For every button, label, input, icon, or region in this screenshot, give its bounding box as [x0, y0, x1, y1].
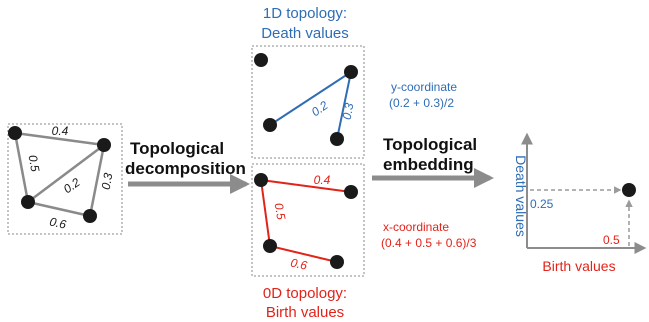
edge-label: 0.2 [309, 98, 331, 119]
topology-1d-frame [251, 45, 365, 159]
original-graph: 0.4 0.5 0.2 0.3 0.6 [7, 123, 123, 235]
decomposition-label-line2: decomposition [125, 159, 246, 178]
embedded-point [622, 183, 636, 197]
edge-right [88, 144, 106, 217]
edge-label: 0.5 [272, 202, 289, 221]
topology-0d-subtitle: Birth values [266, 304, 344, 321]
node [344, 185, 358, 199]
original-edges [13, 131, 106, 218]
edge-label: 0.5 [26, 154, 43, 173]
y-coordinate-label: y-coordinate [391, 80, 457, 94]
node [330, 132, 344, 146]
node [263, 118, 277, 132]
blue-edge [269, 71, 352, 126]
topology-1d: 1D topology: Death values 0.2 0.3 [251, 5, 365, 159]
edge-top [14, 131, 105, 147]
original-graph-frame [7, 123, 123, 235]
original-nodes [8, 126, 111, 223]
node [254, 53, 268, 67]
red-edge [260, 179, 271, 247]
edge-label: 0.3 [99, 172, 116, 191]
node [21, 195, 35, 209]
topology-0d-title: 0D topology: [263, 285, 347, 302]
topology-0d-frame [251, 163, 365, 277]
node [8, 126, 22, 140]
x-axis-label: Birth values [542, 258, 615, 274]
decomposition-arrow: Topological decomposition [125, 139, 250, 194]
node [263, 239, 277, 253]
edge-bottom [27, 200, 91, 218]
edge-label: 0.2 [61, 175, 83, 196]
node [254, 173, 268, 187]
topology-1d-title: 1D topology: [263, 5, 347, 22]
topology-1d-subtitle: Death values [261, 25, 349, 42]
y-axis-label: Death values [513, 155, 529, 237]
embedding-label-line1: Topological [383, 135, 477, 154]
edge-label: 0.4 [314, 173, 331, 187]
node [330, 255, 344, 269]
edge-left [13, 132, 30, 203]
red-edge [269, 245, 338, 263]
edge-label: 0.3 [340, 102, 357, 121]
y-value-label: 0.25 [530, 197, 554, 211]
y-coordinate-expression: (0.2 + 0.3)/2 [389, 96, 454, 110]
edge-label: 0.6 [48, 215, 68, 232]
edge-diagonal [27, 144, 105, 203]
x-coordinate-label: x-coordinate [383, 220, 449, 234]
edge-label: 0.6 [289, 256, 309, 273]
x-coordinate-formula: x-coordinate (0.4 + 0.5 + 0.6)/3 [381, 220, 477, 250]
embedding-label-line2: embedding [383, 155, 474, 174]
red-edge [260, 179, 352, 193]
node [83, 209, 97, 223]
decomposition-label-line1: Topological [130, 139, 224, 158]
blue-edge [336, 71, 352, 140]
embedding-plot: 0.25 0.5 Death values Birth values [513, 132, 647, 274]
node [97, 138, 111, 152]
edge-label: 0.4 [52, 124, 69, 138]
x-value-label: 0.5 [603, 233, 620, 247]
topology-0d: 0.4 0.5 0.6 0D topology: Birth values [251, 163, 365, 321]
node [344, 65, 358, 79]
y-coordinate-formula: y-coordinate (0.2 + 0.3)/2 [389, 80, 457, 110]
x-coordinate-expression: (0.4 + 0.5 + 0.6)/3 [381, 236, 477, 250]
embedding-arrow: Topological embedding [372, 135, 494, 188]
